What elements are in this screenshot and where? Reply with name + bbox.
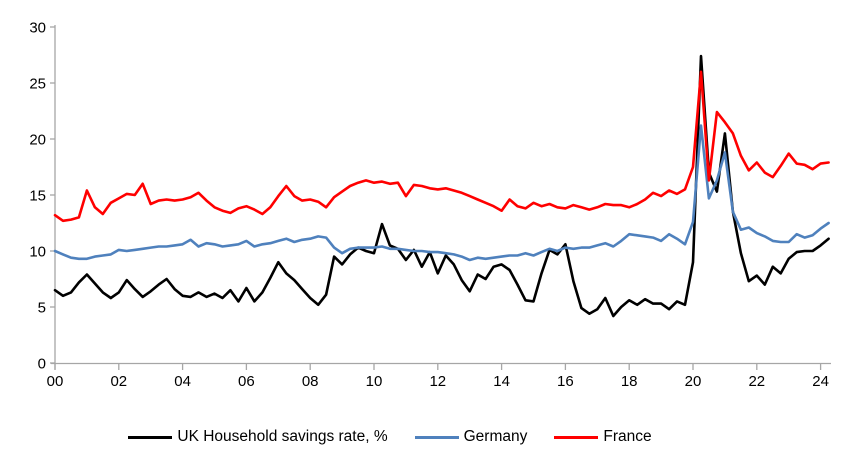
x-tick-label: 14	[493, 373, 510, 390]
x-tick-label: 12	[429, 373, 446, 390]
series-line-germany	[53, 124, 830, 262]
series-line-uk	[53, 54, 830, 318]
legend-item-uk: UK Household savings rate, %	[128, 428, 388, 446]
x-tick-label: 20	[685, 373, 702, 390]
legend-line-swatch-germany	[414, 435, 459, 439]
legend-line-swatch-uk	[128, 435, 173, 439]
x-tick-label: 08	[302, 373, 319, 390]
x-tick-label: 00	[47, 373, 64, 390]
x-tick-label: 10	[366, 373, 383, 390]
legend-line-swatch-france	[554, 435, 599, 439]
y-tick-label: 5	[38, 300, 46, 317]
y-tick-label: 30	[29, 20, 46, 37]
x-tick-label: 04	[174, 373, 191, 390]
legend: UK Household savings rate, % Germany Fra…	[0, 428, 780, 446]
y-tick-label: 20	[29, 132, 46, 149]
x-tick-label: 02	[110, 373, 127, 390]
x-tick-label: 16	[557, 373, 574, 390]
y-tick-label: 10	[29, 244, 46, 261]
legend-label-germany: Germany	[463, 428, 528, 445]
legend-label-uk: UK Household savings rate, %	[177, 428, 388, 445]
legend-item-germany: Germany	[414, 428, 528, 446]
legend-item-france: France	[554, 428, 652, 446]
x-tick-label: 24	[812, 373, 829, 390]
x-tick-label: 22	[748, 373, 765, 390]
legend-label-france: France	[603, 428, 652, 445]
y-tick-label: 25	[29, 76, 46, 93]
series-line-france	[53, 70, 830, 223]
x-tick-label: 18	[621, 373, 638, 390]
y-tick-label: 15	[29, 188, 46, 205]
y-tick-label: 0	[38, 356, 46, 373]
x-tick-label: 06	[238, 373, 255, 390]
